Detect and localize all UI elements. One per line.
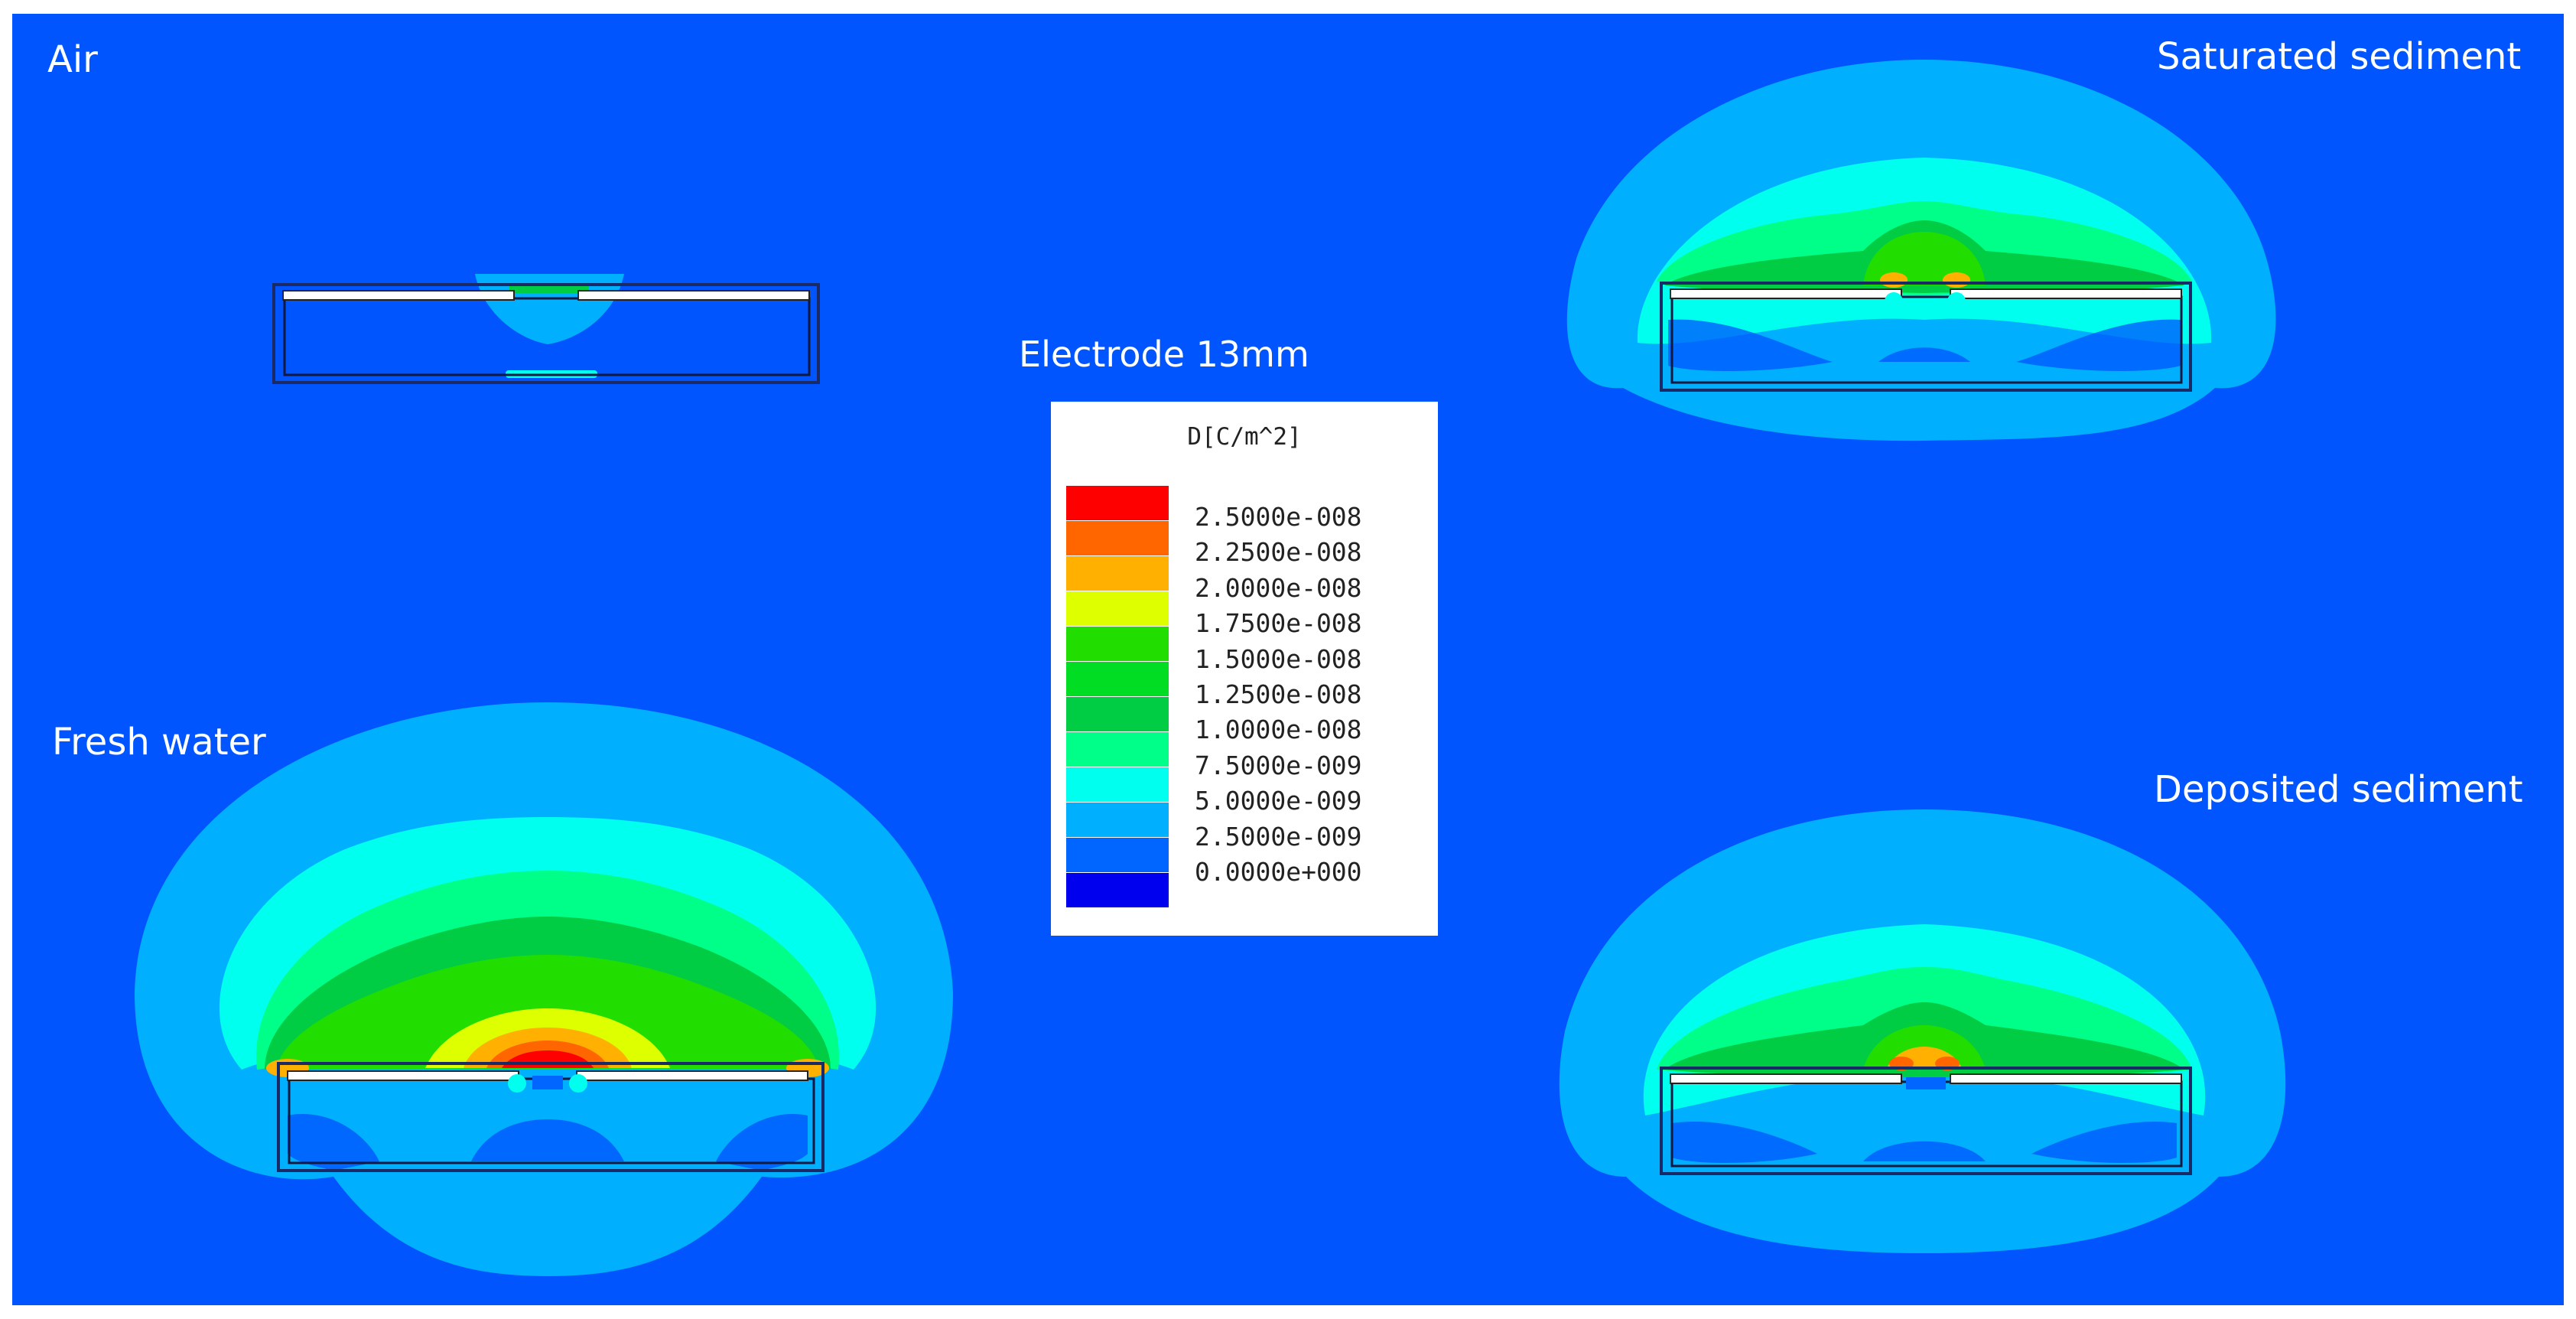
legend-unit: D[C/m^2] (1187, 423, 1302, 451)
fw-gap-left (508, 1074, 526, 1093)
sat-housing (1660, 282, 2192, 392)
field-plot: Air Saturated sediment Fresh water Depos… (12, 14, 2564, 1305)
legend-tick-label: 1.7500e-008 (1195, 608, 1362, 639)
label-fresh-water: Fresh water (52, 721, 266, 764)
dep-electrode-left (1670, 1073, 1902, 1084)
air-housing-inner (283, 297, 811, 376)
figure-title: Electrode 13mm (1019, 334, 1309, 375)
sat-hotspot-left (1880, 272, 1908, 288)
legend-swatch (1066, 521, 1169, 556)
legend-swatch (1066, 486, 1169, 521)
air-electrode-left (282, 290, 515, 301)
legend-ticks: 2.5000e-008 2.2500e-008 2.0000e-008 1.7500e… (1195, 500, 1424, 890)
legend-tick-label: 1.2500e-008 (1195, 679, 1362, 709)
legend-tick-label: 2.2500e-008 (1195, 537, 1362, 568)
legend-swatch (1066, 873, 1169, 908)
dep-gap-center (1906, 1077, 1946, 1089)
fw-electrode-left (287, 1070, 519, 1081)
legend-tick-label: 7.5000e-009 (1195, 750, 1362, 780)
dep-lower-cavity-center (1863, 1141, 1986, 1161)
legend-swatch (1066, 662, 1169, 697)
sat-gap-right (1947, 292, 1966, 311)
legend-tick-label: 0.0000e+000 (1195, 856, 1362, 887)
sat-lower-cavity-right (2016, 319, 2181, 371)
fw-gap-right (569, 1074, 587, 1093)
legend-swatches (1066, 486, 1169, 908)
label-air: Air (47, 38, 98, 81)
fw-lower-cavity-right (716, 1114, 808, 1171)
sat-hotspot-right (1943, 272, 1970, 288)
saturated-sediment-field (1566, 60, 2276, 441)
legend-tick-label: 2.5000e-009 (1195, 821, 1362, 852)
air-field (272, 274, 820, 384)
legend-tick-label: 1.5000e-008 (1195, 643, 1362, 674)
legend-swatch (1066, 697, 1169, 732)
sat-lower-cavity-left (1668, 319, 1833, 371)
sat-lower-cavity-center (1878, 347, 1970, 362)
dep-electrode-right (1950, 1073, 2182, 1084)
fw-housing (277, 1062, 825, 1172)
legend-swatch (1066, 556, 1169, 591)
dep-lower-cavity-left (1672, 1122, 1817, 1163)
sat-housing-inner (1670, 295, 2183, 384)
legend-tick-label: 2.0000e-008 (1195, 572, 1362, 603)
fw-electrode-right (576, 1070, 808, 1081)
dep-housing (1660, 1067, 2192, 1175)
fw-lower-cavity-left (288, 1114, 379, 1171)
legend-tick-label: 1.0000e-008 (1195, 715, 1362, 745)
legend-swatch (1066, 591, 1169, 627)
displacement-field-map (12, 14, 2564, 1305)
color-legend: D[C/m^2] 2.5000e-008 2.2500e-008 2.0000e-0… (1051, 402, 1438, 936)
legend-swatch (1066, 767, 1169, 803)
air-electrode-right (577, 290, 810, 301)
legend-tick-label: 5.0000e-009 (1195, 786, 1362, 816)
deposited-sediment-field (1559, 809, 2286, 1253)
legend-tick-label: 2.5000e-008 (1195, 502, 1362, 532)
legend-swatch (1066, 838, 1169, 873)
sat-gap-left (1885, 292, 1903, 311)
fw-gap-center (532, 1076, 563, 1089)
label-deposited-sediment: Deposited sediment (2154, 768, 2523, 811)
sat-electrode-right (1950, 288, 2182, 299)
fresh-water-field (135, 702, 953, 1276)
legend-swatch (1066, 627, 1169, 662)
fw-lower-cavity-center (471, 1119, 624, 1161)
sat-contour-1.5e-8 (1863, 232, 1986, 285)
dep-lower-cavity-right (2031, 1122, 2177, 1163)
air-housing (272, 283, 820, 384)
sat-electrode-left (1670, 288, 1902, 299)
legend-swatch (1066, 732, 1169, 767)
label-saturated-sediment: Saturated sediment (2157, 35, 2522, 78)
air-top-contact (509, 285, 589, 293)
legend-swatch (1066, 803, 1169, 838)
